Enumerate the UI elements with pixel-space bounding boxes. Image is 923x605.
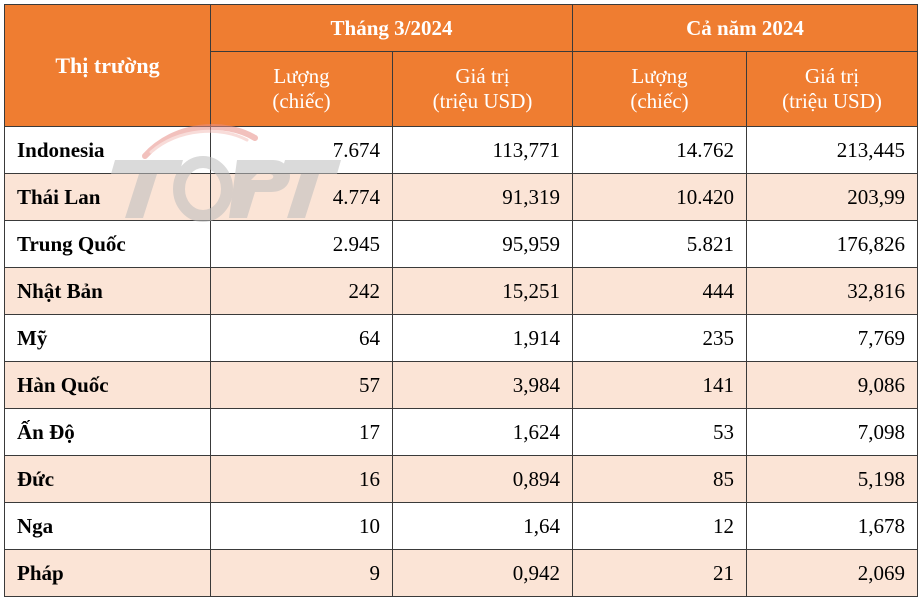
- header-march-value: Giá trị (triệu USD): [392, 51, 573, 127]
- year-value: 176,826: [746, 220, 918, 268]
- import-market-table: Thị trường Tháng 3/2024 Cả năm 2024 Lượn…: [4, 4, 918, 597]
- year-value: 1,678: [746, 502, 918, 550]
- march-value: 1,914: [392, 314, 573, 362]
- year-value: 7,769: [746, 314, 918, 362]
- march-value: 15,251: [392, 267, 573, 315]
- march-value: 0,894: [392, 455, 573, 503]
- march-quantity: 9: [210, 549, 393, 597]
- year-quantity: 21: [572, 549, 747, 597]
- year-quantity: 85: [572, 455, 747, 503]
- year-quantity: 5.821: [572, 220, 747, 268]
- march-value: 1,64: [392, 502, 573, 550]
- year-value: 7,098: [746, 408, 918, 456]
- march-value: 0,942: [392, 549, 573, 597]
- year-value: 203,99: [746, 173, 918, 221]
- market-name: Nhật Bản: [4, 267, 211, 315]
- header-group-march: Tháng 3/2024: [210, 4, 573, 52]
- table-row: Thái Lan 4.774 91,319 10.420 203,99: [4, 173, 918, 221]
- march-quantity: 57: [210, 361, 393, 409]
- year-value: 5,198: [746, 455, 918, 503]
- table-row: Indonesia 7.674 113,771 14.762 213,445: [4, 126, 918, 174]
- table-row: Nga 10 1,64 12 1,678: [4, 502, 918, 550]
- header-year-value: Giá trị (triệu USD): [746, 51, 918, 127]
- table-row: Nhật Bản 242 15,251 444 32,816: [4, 267, 918, 315]
- year-value: 32,816: [746, 267, 918, 315]
- market-name: Trung Quốc: [4, 220, 211, 268]
- march-value: 3,984: [392, 361, 573, 409]
- market-name: Mỹ: [4, 314, 211, 362]
- march-quantity: 4.774: [210, 173, 393, 221]
- market-name: Hàn Quốc: [4, 361, 211, 409]
- year-value: 9,086: [746, 361, 918, 409]
- year-quantity: 235: [572, 314, 747, 362]
- market-name: Nga: [4, 502, 211, 550]
- year-quantity: 53: [572, 408, 747, 456]
- year-value: 2,069: [746, 549, 918, 597]
- market-name: Pháp: [4, 549, 211, 597]
- market-name: Đức: [4, 455, 211, 503]
- table-body: Indonesia 7.674 113,771 14.762 213,445 T…: [4, 126, 918, 597]
- march-quantity: 16: [210, 455, 393, 503]
- year-quantity: 444: [572, 267, 747, 315]
- march-quantity: 2.945: [210, 220, 393, 268]
- year-quantity: 12: [572, 502, 747, 550]
- year-value: 213,445: [746, 126, 918, 174]
- march-quantity: 7.674: [210, 126, 393, 174]
- market-name: Ấn Độ: [4, 408, 211, 456]
- table-row: Đức 16 0,894 85 5,198: [4, 455, 918, 503]
- march-value: 95,959: [392, 220, 573, 268]
- year-quantity: 141: [572, 361, 747, 409]
- header-year-quantity: Lượng (chiếc): [572, 51, 747, 127]
- march-quantity: 17: [210, 408, 393, 456]
- header-march-quantity: Lượng (chiếc): [210, 51, 393, 127]
- header-group-year: Cả năm 2024: [572, 4, 918, 52]
- march-quantity: 64: [210, 314, 393, 362]
- table-row: Hàn Quốc 57 3,984 141 9,086: [4, 361, 918, 409]
- data-table-container: Thị trường Tháng 3/2024 Cả năm 2024 Lượn…: [4, 4, 918, 597]
- table-row: Mỹ 64 1,914 235 7,769: [4, 314, 918, 362]
- march-value: 113,771: [392, 126, 573, 174]
- year-quantity: 14.762: [572, 126, 747, 174]
- table-row: Pháp 9 0,942 21 2,069: [4, 549, 918, 597]
- year-quantity: 10.420: [572, 173, 747, 221]
- march-value: 1,624: [392, 408, 573, 456]
- table-row: Trung Quốc 2.945 95,959 5.821 176,826: [4, 220, 918, 268]
- market-name: Indonesia: [4, 126, 211, 174]
- march-quantity: 10: [210, 502, 393, 550]
- march-value: 91,319: [392, 173, 573, 221]
- market-name: Thái Lan: [4, 173, 211, 221]
- header-market: Thị trường: [4, 4, 211, 127]
- table-header: Thị trường Tháng 3/2024 Cả năm 2024 Lượn…: [4, 4, 918, 127]
- march-quantity: 242: [210, 267, 393, 315]
- table-row: Ấn Độ 17 1,624 53 7,098: [4, 408, 918, 456]
